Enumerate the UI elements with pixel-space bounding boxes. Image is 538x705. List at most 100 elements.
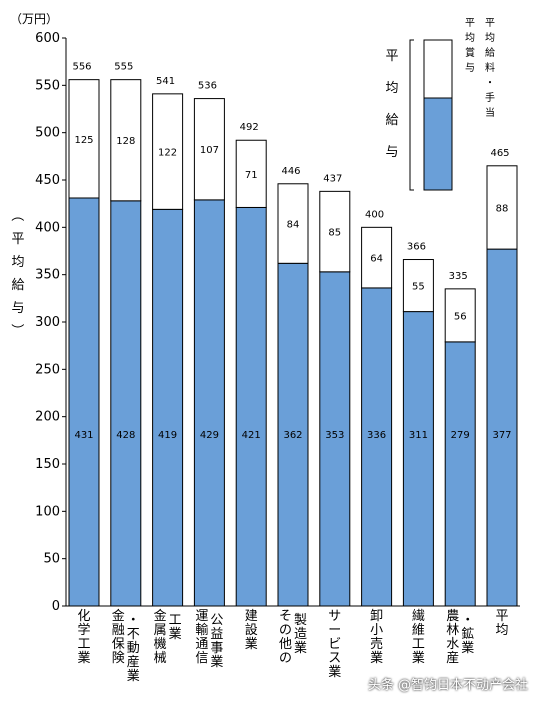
y-axis-label-char: 与 [11,301,24,316]
x-tick-label-char: 業 [245,636,258,652]
x-tick-label-char: 業 [294,640,307,656]
x-tick-label-char: 平 [495,609,508,624]
y-tick-label: 350 [35,268,60,283]
x-tick-label-char: の [279,651,292,666]
data-label-total: 556 [72,62,91,73]
data-label-total: 335 [449,271,468,282]
x-tick-label-char: 工 [169,613,182,628]
y-tick-label: 0 [52,599,60,614]
data-label-bonus: 84 [287,220,300,231]
x-tick-label-char: 設 [245,622,258,638]
y-tick-label: 450 [35,173,60,188]
bar-segment-bonus [486,165,518,250]
bar-segment-bonus [361,226,393,289]
bar-segment-bonus [444,288,476,343]
data-label-bonus: 128 [116,136,135,147]
x-tick-label-char: 業 [169,626,182,642]
bar-segment-bonus [402,259,434,313]
bar-segment-base [152,208,184,607]
y-tick-label: 50 [43,552,60,567]
data-label-base: 279 [451,430,470,441]
legend-item-label-char: 平 [485,18,495,29]
x-tick-label-char: 製 [294,613,307,628]
y-tick-label: 600 [35,31,60,46]
x-tick-label-char: 械 [154,651,167,666]
data-label-base: 362 [283,430,302,441]
legend-item-label-char: 与 [465,62,475,74]
watermark-text: 头条 @智钧日本不动产会社 [367,678,528,693]
x-tick-label-char: ー [328,623,341,638]
x-tick-label-char: 化 [77,609,90,624]
x-tick-label-char: 鉱 [461,626,474,642]
data-label-bonus: 85 [328,228,341,239]
bar-segment-bonus [68,79,100,199]
data-label-base: 377 [492,430,511,441]
x-tick-label-char: 農 [446,609,459,624]
y-axis-unit: （万円） [10,12,59,26]
data-label-base: 419 [158,430,177,441]
x-tick-label-char: 業 [461,640,474,656]
data-label-total: 465 [490,148,509,159]
x-tick-label-char: 業 [77,650,90,666]
bar-segment-bonus [193,98,225,201]
data-label-base: 353 [325,430,344,441]
x-tick-label-char: 造 [294,627,307,642]
data-label-bonus: 55 [412,282,425,293]
legend-item-label-char: 賞 [465,46,475,59]
data-label-total: 400 [365,209,384,220]
bar-segment-base [402,311,434,607]
legend-item-label-char: 平 [465,18,475,29]
x-tick-label-char: の [279,623,292,638]
x-tick-label-char: 卸 [370,608,383,624]
x-tick-label-char: 業 [370,650,383,666]
legend-title-char: 均 [385,81,398,96]
x-tick-label-char: 建 [245,609,258,624]
y-axis-label-char: 均 [11,255,24,270]
legend-item-label-char: 当 [485,106,495,119]
x-tick-label-char: 林 [446,623,459,638]
data-label-base: 336 [367,430,386,441]
bar-segment-base [486,248,518,607]
x-tick-label-char: 事 [210,641,223,656]
x-tick-label-char: 学 [77,622,90,638]
y-tick-label: 300 [35,315,60,330]
legend-item-label-char: 手 [485,91,495,104]
x-tick-label-char: 不 [127,627,140,642]
x-tick-label-char: 水 [446,637,459,652]
data-label-bonus: 107 [200,145,219,156]
x-tick-label-char: 公 [210,613,223,628]
data-label-total: 446 [281,166,300,177]
bar-segment-base [193,199,225,607]
bar-segment-base [444,341,476,607]
data-label-total: 541 [156,76,175,87]
bar-segment-base [235,206,267,607]
legend-item-label-char: 料 [485,61,495,74]
x-tick-label-char: 金 [112,608,125,624]
bar-segment-base [319,271,351,607]
x-tick-label-char: 業 [412,650,425,666]
data-label-base: 421 [242,430,261,441]
x-tick-label-char: 維 [412,623,425,638]
x-tick-label-char: 金 [154,608,167,624]
y-tick-label: 250 [35,362,60,377]
y-tick-label: 550 [35,78,60,93]
x-tick-label-char: 機 [154,637,167,652]
x-tick-label-char: 動 [127,641,140,656]
x-tick-label-char: ・ [461,613,474,628]
legend-item-label-char: 均 [485,32,495,44]
x-tick-label-char: サ [328,609,341,624]
data-label-bonus: 56 [454,311,467,322]
x-tick-label-char: 通 [195,637,208,652]
data-label-total: 366 [407,242,426,253]
x-tick-label-char: 繊 [412,608,425,624]
bar-segment-base [277,262,309,607]
data-label-bonus: 64 [370,254,383,265]
data-label-total: 555 [114,62,133,73]
data-label-base: 429 [200,430,219,441]
x-tick-label-char: 保 [112,637,125,652]
x-tick-label-char: 工 [77,637,90,652]
bar-segment-bonus [235,139,267,208]
data-label-total: 492 [240,122,259,133]
bar-segment-base [361,287,393,607]
